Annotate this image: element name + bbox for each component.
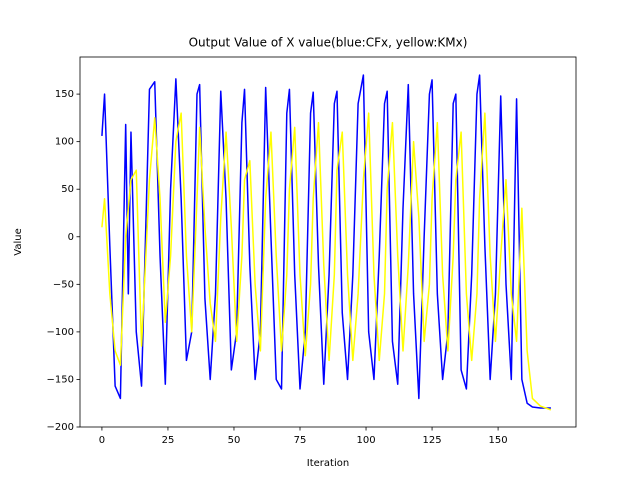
series-line	[101, 112, 552, 411]
x-tick-label: 25	[162, 435, 175, 446]
plot-frame	[79, 56, 577, 428]
y-tick-label: −200	[47, 422, 74, 433]
x-tick-label: 100	[356, 435, 375, 446]
chart-title: Output Value of X value(blue:CFx, yellow…	[189, 36, 468, 50]
x-tick-label: 75	[294, 435, 307, 446]
series-line	[101, 74, 551, 409]
y-tick-label: −50	[53, 279, 74, 290]
y-tick-label: 50	[61, 184, 74, 195]
x-axis-label: Iteration	[307, 458, 349, 469]
y-tick-label: 100	[55, 137, 74, 148]
x-tick-label: 150	[489, 435, 508, 446]
y-tick-label: 0	[68, 232, 74, 243]
x-tick-label: 125	[423, 435, 442, 446]
x-tick-label: 50	[228, 435, 241, 446]
y-tick-label: 150	[55, 89, 74, 100]
y-axis-label: Value	[13, 228, 24, 255]
y-tick-label: −100	[47, 327, 74, 338]
x-tick-label: 0	[99, 435, 105, 446]
y-tick-label: −150	[47, 374, 74, 385]
